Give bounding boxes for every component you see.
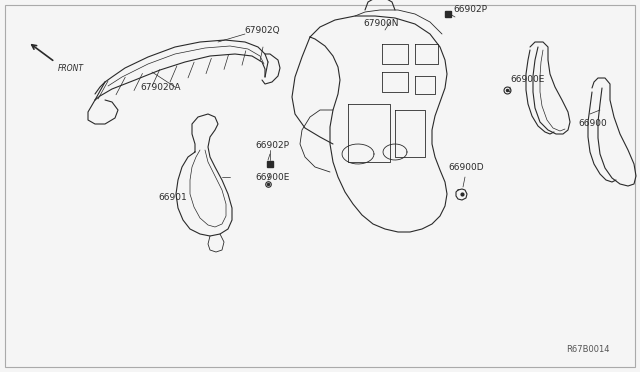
Text: 66902P: 66902P (453, 6, 487, 15)
Text: 67900N: 67900N (363, 19, 399, 29)
Text: 679020A: 679020A (140, 83, 180, 92)
Text: FRONT: FRONT (58, 64, 84, 73)
Text: 67902Q: 67902Q (244, 26, 280, 35)
Text: 66901: 66901 (158, 192, 187, 202)
Text: 66902P: 66902P (255, 141, 289, 151)
Text: 66900E: 66900E (510, 76, 545, 84)
Text: R67B0014: R67B0014 (566, 345, 610, 354)
Text: 66900: 66900 (578, 119, 607, 128)
Text: 66900E: 66900E (255, 173, 289, 182)
Text: 66900D: 66900D (448, 163, 484, 171)
